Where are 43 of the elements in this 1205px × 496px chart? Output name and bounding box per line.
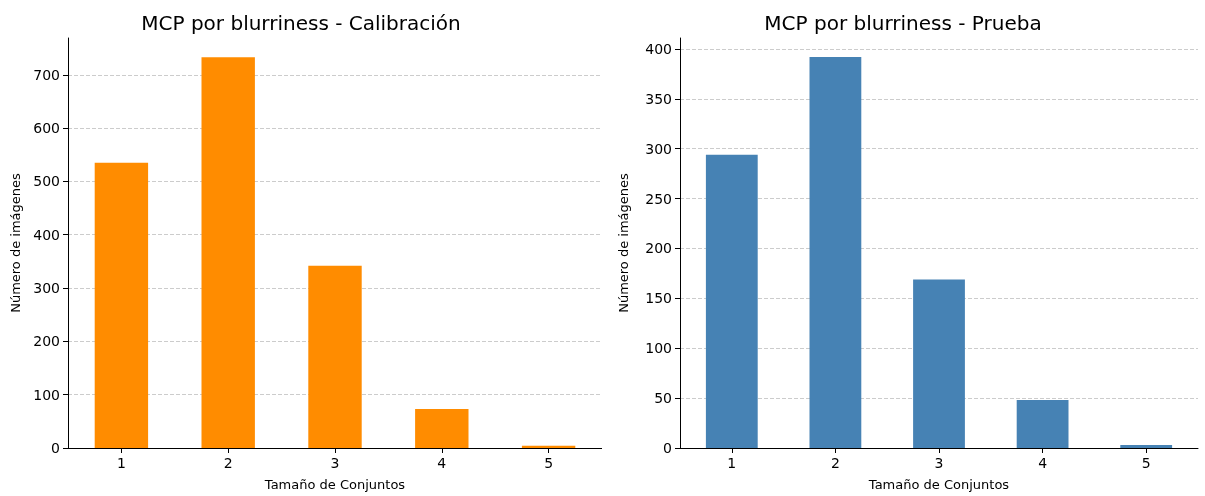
y-tick-label: 300 — [33, 280, 60, 297]
y-tick-label: 400 — [645, 40, 672, 57]
x-tick-label: 5 — [544, 455, 554, 471]
x-tick-label: 2 — [223, 455, 233, 471]
y-axis-title: Número de imágenes — [8, 172, 24, 313]
bar — [415, 409, 469, 448]
y-tick-label: 400 — [33, 226, 60, 243]
y-tick-label: 100 — [645, 340, 672, 357]
bar — [521, 445, 576, 448]
y-tick-label: 250 — [645, 190, 672, 207]
y-tick-label: 150 — [645, 290, 672, 307]
y-tick-label: 600 — [33, 120, 60, 137]
x-tick-label: 3 — [934, 455, 944, 471]
bar — [913, 279, 965, 448]
y-tick-label: 0 — [663, 440, 672, 456]
y-tick-label: 200 — [645, 240, 672, 257]
bar — [1016, 400, 1069, 448]
x-tick-label: 2 — [830, 455, 840, 471]
y-tick-label: 50 — [654, 390, 672, 407]
bar — [809, 56, 862, 448]
y-tick-label: 500 — [33, 173, 60, 190]
x-tick-label: 3 — [330, 455, 340, 471]
bar — [1120, 445, 1173, 448]
x-axis-title: Tamaño de Conjuntos — [867, 477, 1010, 492]
bar — [308, 265, 362, 448]
y-tick-label: 700 — [33, 66, 60, 83]
bar — [705, 154, 758, 448]
x-tick-label: 4 — [1038, 455, 1048, 471]
y-tick-label: 100 — [33, 386, 60, 403]
x-axis-title: Tamaño de Conjuntos — [263, 477, 406, 492]
x-tick-label: 4 — [437, 455, 447, 471]
chart-title: MCP por blurriness - Calibración — [141, 11, 461, 35]
x-tick-label: 1 — [727, 455, 737, 471]
bar — [201, 57, 255, 448]
y-tick-label: 300 — [645, 140, 672, 157]
y-tick-label: 0 — [51, 440, 60, 456]
x-tick-label: 5 — [1141, 455, 1151, 471]
y-axis-title: Número de imágenes — [616, 172, 631, 313]
y-tick-label: 200 — [33, 333, 60, 350]
y-tick-label: 350 — [645, 90, 672, 107]
chart-title: MCP por blurriness - Prueba — [764, 11, 1042, 35]
bar — [94, 162, 149, 448]
x-tick-label: 1 — [116, 455, 126, 471]
